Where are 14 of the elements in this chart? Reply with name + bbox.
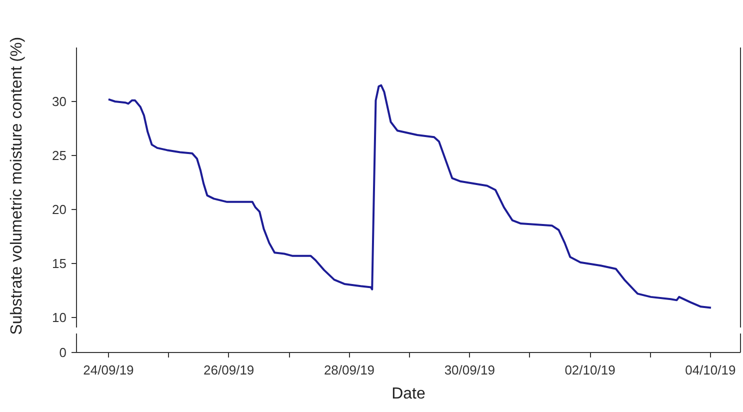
x-tick-label: 30/09/19	[444, 362, 495, 378]
x-tick-label: 04/10/19	[685, 362, 736, 378]
y-tick-label: 20	[52, 202, 67, 217]
y-tick-label: 25	[52, 148, 67, 163]
x-tick-label: 24/09/19	[83, 362, 134, 378]
text: 0	[59, 345, 67, 360]
y-axis-title: Substrate volumetric moisture content (%)	[8, 36, 26, 335]
y-tick-label: 10	[52, 310, 67, 325]
x-tick-label: 02/10/19	[564, 362, 616, 378]
x-axis-title: Date	[392, 386, 426, 402]
y-tick-label: 15	[52, 256, 67, 271]
y-tick-label: 30	[52, 94, 67, 109]
x-tick-label: 26/09/19	[204, 362, 254, 378]
x-tick-label: 28/09/19	[324, 362, 375, 378]
